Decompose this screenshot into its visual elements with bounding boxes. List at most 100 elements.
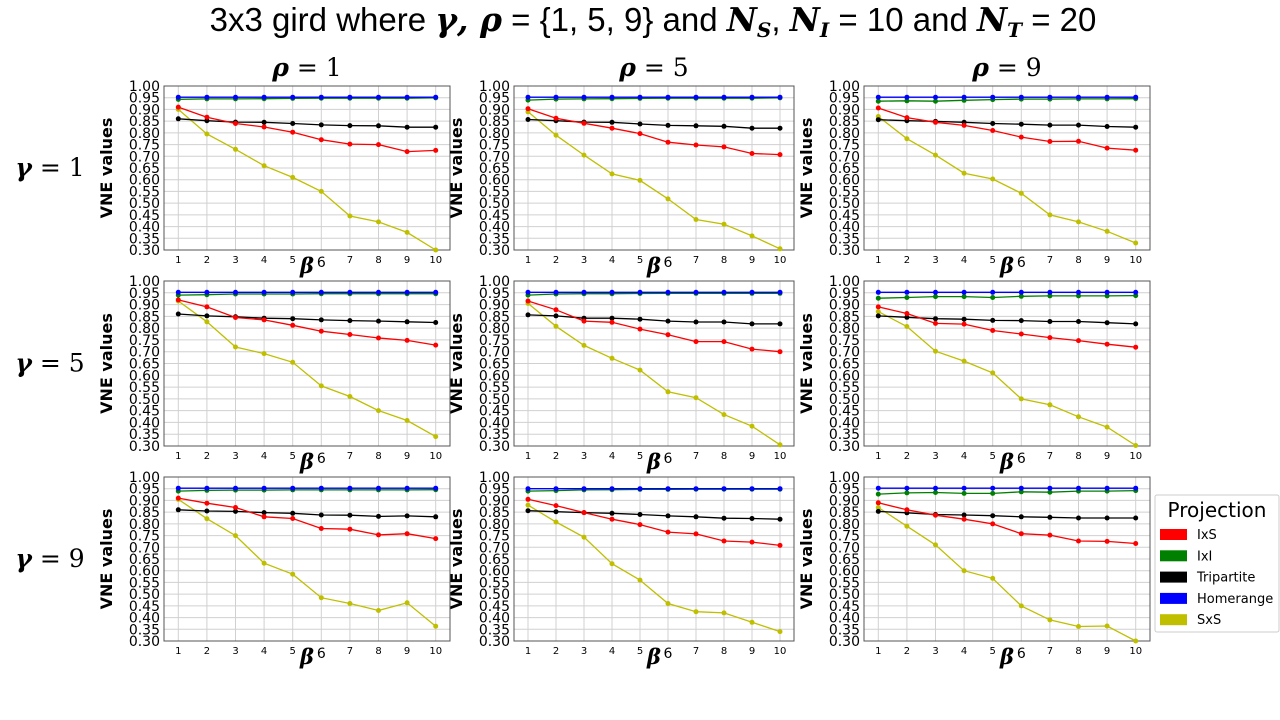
data-point-tripartite bbox=[553, 509, 559, 515]
data-point-sxs bbox=[665, 196, 671, 202]
data-point-ixs bbox=[553, 307, 559, 313]
x-tick-label: 3 bbox=[932, 646, 938, 657]
y-tick-label: 0.60 bbox=[129, 173, 160, 189]
column-title: ρ = 5 bbox=[618, 53, 688, 82]
chart-panel-3-2: 0.300.350.400.450.500.550.600.650.700.75… bbox=[447, 470, 795, 669]
x-tick-label: 4 bbox=[609, 255, 615, 266]
y-tick-label: 1.00 bbox=[829, 470, 860, 486]
series-line-tripartite bbox=[178, 313, 436, 324]
data-point-homerange bbox=[318, 289, 324, 295]
series-line-sxs bbox=[877, 115, 1136, 244]
legend-label-homerange: Homerange bbox=[1197, 592, 1273, 607]
y-tick-label: 0.50 bbox=[129, 392, 160, 408]
data-point-homerange bbox=[204, 289, 210, 295]
data-point-tripartite bbox=[1104, 320, 1110, 326]
x-tick-label: 2 bbox=[904, 646, 910, 657]
y-tick-label: 0.45 bbox=[129, 404, 160, 420]
data-point-tripartite bbox=[525, 508, 531, 514]
series-line-ixi bbox=[178, 293, 436, 296]
series-line-ixi bbox=[527, 292, 780, 296]
data-point-ixs bbox=[318, 328, 324, 334]
data-point-sxs bbox=[1104, 228, 1110, 234]
x-tick-label: 5 bbox=[637, 451, 643, 462]
data-point-homerange bbox=[875, 485, 881, 491]
data-point-tripartite bbox=[693, 123, 699, 129]
x-tick-label: 6 bbox=[664, 451, 673, 467]
series-line-sxs bbox=[177, 300, 437, 438]
legend-swatch-ixi bbox=[1160, 550, 1187, 562]
series-line-tripartite bbox=[178, 509, 436, 518]
y-tick-label: 0.35 bbox=[829, 622, 860, 638]
data-point-ixs bbox=[404, 149, 410, 155]
data-point-tripartite bbox=[1133, 124, 1139, 130]
data-point-sxs bbox=[721, 221, 727, 227]
data-point-ixs bbox=[553, 115, 559, 121]
plot-frame bbox=[863, 85, 1151, 251]
data-point-sxs bbox=[433, 247, 439, 253]
x-tick-label: 7 bbox=[1047, 451, 1053, 462]
data-point-ixs bbox=[318, 137, 324, 143]
data-point-ixs bbox=[1076, 538, 1081, 544]
data-point-homerange bbox=[404, 289, 410, 295]
x-tick-label: 6 bbox=[664, 255, 673, 271]
data-point-tripartite bbox=[433, 320, 439, 325]
series-line-sxs bbox=[527, 302, 781, 446]
row-title: γ = 9 bbox=[15, 544, 84, 573]
data-point-homerange bbox=[665, 94, 671, 100]
y-tick-label: 0.90 bbox=[829, 102, 860, 118]
data-point-sxs bbox=[347, 601, 353, 606]
data-point-homerange bbox=[904, 289, 910, 295]
y-tick-label: 0.30 bbox=[829, 243, 860, 259]
x-tick-label: 5 bbox=[290, 255, 296, 266]
data-point-ixi bbox=[961, 490, 967, 496]
y-tick-label: 0.55 bbox=[829, 380, 860, 396]
data-point-ixs bbox=[581, 318, 587, 324]
data-point-tripartite bbox=[525, 117, 531, 122]
data-point-tripartite bbox=[665, 122, 671, 128]
data-point-tripartite bbox=[721, 123, 727, 129]
y-tick-label: 0.95 bbox=[129, 91, 160, 107]
y-tick-label: 0.85 bbox=[829, 505, 860, 521]
y-tick-label: 0.70 bbox=[479, 540, 510, 556]
y-tick-label: 0.85 bbox=[479, 114, 510, 130]
y-tick-label: 0.50 bbox=[479, 587, 510, 603]
data-point-homerange bbox=[204, 94, 210, 100]
data-point-ixs bbox=[1104, 341, 1110, 347]
data-point-ixs bbox=[204, 114, 210, 120]
data-point-tripartite bbox=[404, 319, 410, 325]
plot-frame bbox=[513, 85, 795, 251]
x-tick-label: 5 bbox=[990, 255, 996, 266]
y-tick-label: 0.60 bbox=[479, 564, 510, 580]
data-point-ixs bbox=[749, 539, 755, 545]
data-point-ixs bbox=[261, 317, 267, 323]
y-tick-label: 0.35 bbox=[129, 231, 160, 247]
x-tick-label: 4 bbox=[961, 255, 967, 266]
x-axis-label: β bbox=[646, 253, 661, 278]
y-tick-label: 0.75 bbox=[129, 333, 160, 349]
data-point-homerange bbox=[961, 289, 967, 295]
y-tick-label: 0.30 bbox=[479, 243, 510, 259]
series-line-sxs bbox=[177, 498, 437, 627]
y-tick-label: 0.65 bbox=[829, 161, 860, 177]
y-tick-label: 0.35 bbox=[829, 427, 860, 443]
data-point-sxs bbox=[933, 348, 938, 354]
y-tick-label: 0.45 bbox=[479, 404, 510, 420]
y-tick-label: 0.65 bbox=[479, 552, 510, 568]
data-point-ixs bbox=[961, 321, 967, 327]
data-point-ixs bbox=[777, 349, 783, 355]
data-point-ixs bbox=[233, 121, 238, 126]
data-point-tripartite bbox=[175, 311, 181, 317]
data-point-ixi bbox=[961, 294, 967, 300]
x-tick-label: 3 bbox=[232, 255, 238, 266]
y-axis-label: VNE values bbox=[447, 313, 466, 414]
data-point-sxs bbox=[404, 229, 410, 235]
data-point-tripartite bbox=[1018, 318, 1024, 324]
plot-frame bbox=[863, 280, 1151, 447]
x-tick-label: 2 bbox=[204, 451, 210, 462]
data-point-ixs bbox=[1076, 138, 1081, 144]
legend-label-tripartite: Tripartite bbox=[1196, 571, 1255, 586]
series-line-sxs bbox=[177, 108, 437, 251]
data-point-tripartite bbox=[1047, 122, 1053, 128]
x-axis-label: β bbox=[299, 449, 314, 474]
chart-panel-1-2: 0.300.350.400.450.500.550.600.650.700.75… bbox=[447, 53, 795, 278]
